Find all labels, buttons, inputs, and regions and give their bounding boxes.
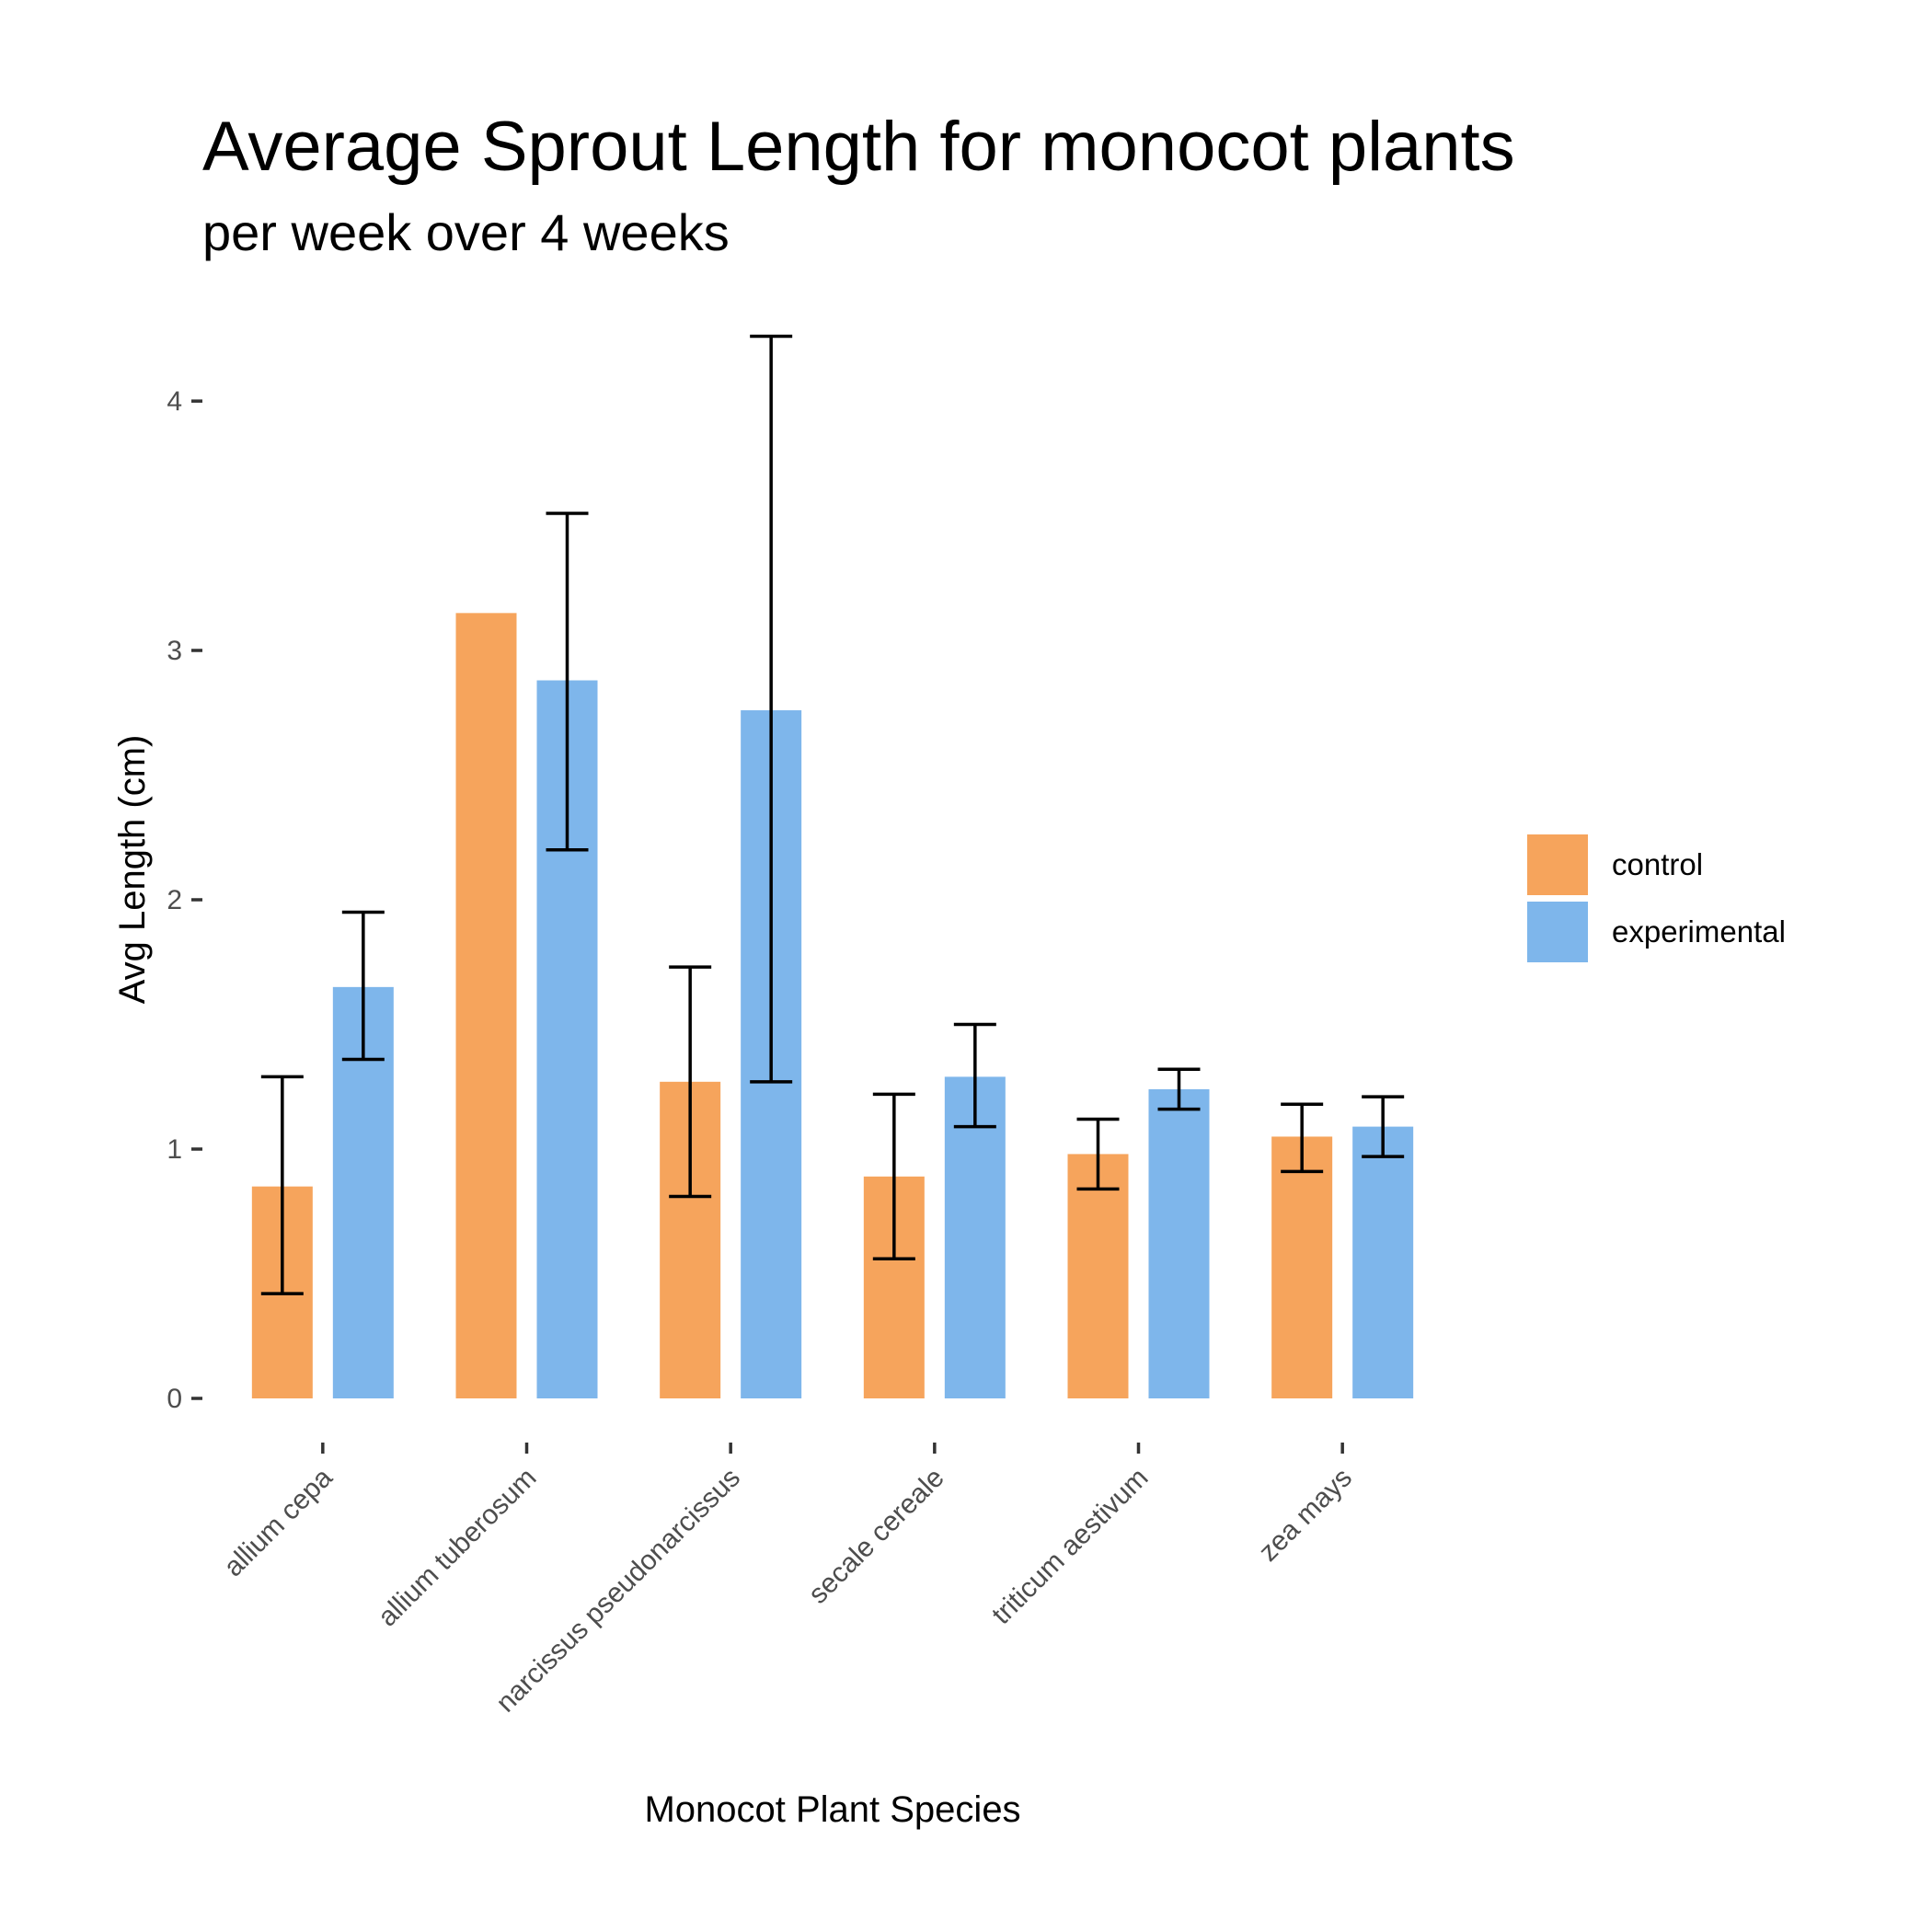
error-bar-experimental xyxy=(953,1022,996,1129)
legend: control experimental xyxy=(1527,834,1786,962)
legend-key-experimental xyxy=(1527,902,1588,962)
x-tick-label: secale cereale xyxy=(803,1463,950,1610)
error-bar-control xyxy=(260,1075,304,1295)
y-tick-label: 0 xyxy=(167,1384,182,1414)
bar-experimental xyxy=(1352,1126,1414,1398)
chart-title: Average Sprout Length for monocot plants xyxy=(202,108,1515,186)
y-axis: 0 1 2 3 4 xyxy=(167,386,202,1414)
bar-control xyxy=(455,613,517,1398)
error-bar-control xyxy=(1281,1102,1324,1174)
x-tick-label: triticum aestivum xyxy=(986,1463,1154,1630)
x-axis-title: Monocot Plant Species xyxy=(644,1789,1020,1830)
error-bar-experimental xyxy=(750,334,793,1084)
error-bar-experimental xyxy=(546,512,589,852)
x-tick-label: zea mays xyxy=(1253,1463,1358,1568)
x-tick-label: allium cepa xyxy=(218,1462,339,1582)
bar-experimental xyxy=(944,1076,1006,1398)
error-bar-control xyxy=(669,965,712,1199)
legend-label-control: control xyxy=(1612,847,1703,881)
error-bar-control xyxy=(1076,1117,1120,1191)
y-tick-label: 1 xyxy=(167,1134,182,1165)
y-axis-title: Avg Length (cm) xyxy=(112,735,153,1005)
error-bar-control xyxy=(872,1092,915,1260)
legend-key-control xyxy=(1527,834,1588,895)
bar-control xyxy=(1271,1136,1333,1398)
bar-experimental xyxy=(1148,1088,1210,1398)
error-bar-experimental xyxy=(1362,1095,1405,1158)
bar-control xyxy=(1067,1154,1129,1398)
legend-label-experimental: experimental xyxy=(1612,914,1786,949)
x-tick-label: allium tuberosum xyxy=(373,1463,543,1633)
y-tick-label: 2 xyxy=(167,885,182,915)
chart-subtitle: per week over 4 weeks xyxy=(202,203,730,261)
error-bars xyxy=(260,334,1405,1295)
bars xyxy=(251,613,1414,1398)
error-bar-experimental xyxy=(341,910,385,1062)
error-bar-experimental xyxy=(1157,1067,1201,1111)
y-tick-label: 4 xyxy=(167,386,182,417)
y-tick-label: 3 xyxy=(167,636,182,666)
x-tick-label: narcissus pseudonarcissus xyxy=(490,1463,746,1719)
